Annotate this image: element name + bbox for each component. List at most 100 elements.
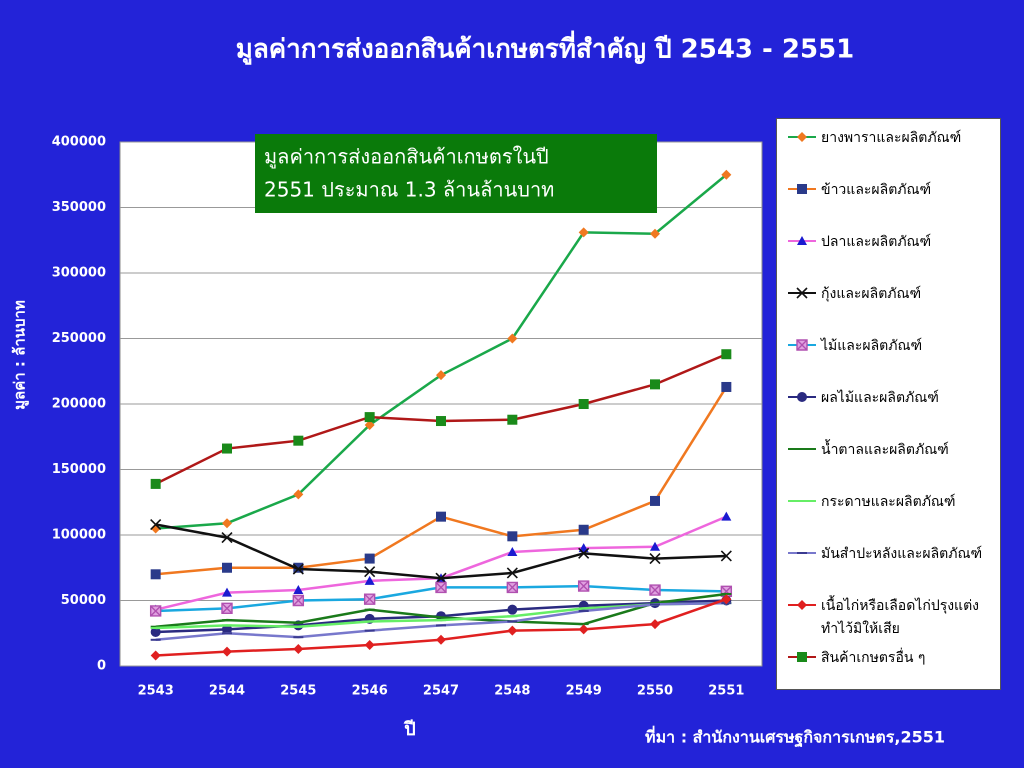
legend-item: กุ้งและผลิตภัณฑ์ bbox=[777, 281, 1000, 333]
marker bbox=[650, 541, 660, 551]
marker bbox=[436, 634, 446, 645]
legend-item: ข้าวและผลิตภัณฑ์ bbox=[777, 177, 1000, 229]
y-tick-label: 150000 bbox=[52, 462, 106, 477]
marker bbox=[364, 412, 375, 423]
series bbox=[150, 381, 732, 580]
legend-swatch bbox=[788, 339, 816, 351]
legend-item: เนื้อไก่หรือเลือดไก่ปรุงแต่งทำไว้มิให้เส… bbox=[777, 593, 1000, 645]
marker bbox=[363, 593, 376, 605]
legend-item: ปลาและผลิตภัณฑ์ bbox=[777, 229, 1000, 281]
marker bbox=[150, 478, 161, 489]
marker bbox=[721, 594, 732, 605]
marker bbox=[506, 581, 519, 594]
marker bbox=[364, 419, 375, 430]
legend: ยางพาราและผลิตภัณฑ์ข้าวและผลิตภัณฑ์ปลาแล… bbox=[776, 118, 1001, 690]
marker bbox=[293, 643, 304, 654]
marker bbox=[292, 563, 304, 575]
marker bbox=[797, 132, 807, 142]
legend-item: น้ำตาลและผลิตภัณฑ์ bbox=[777, 437, 1000, 489]
marker bbox=[436, 416, 446, 427]
y-axis-label: มูลค่า : ล้านบาท bbox=[11, 300, 30, 410]
legend-label: ผลไม้และผลิตภัณฑ์ bbox=[821, 390, 939, 406]
y-tick-label: 250000 bbox=[52, 331, 106, 346]
marker bbox=[796, 287, 808, 299]
legend-swatch bbox=[788, 287, 816, 299]
marker bbox=[364, 640, 375, 651]
marker bbox=[293, 435, 304, 446]
marker bbox=[506, 567, 518, 579]
marker bbox=[222, 624, 232, 635]
y-tick-label: 300000 bbox=[52, 266, 106, 281]
legend-item: กระดาษและผลิตภัณฑ์ bbox=[777, 489, 1000, 541]
annotation: มูลค่าการส่งออกสินค้าเกษตรในปี bbox=[264, 145, 549, 170]
marker bbox=[507, 547, 518, 557]
marker bbox=[649, 584, 661, 596]
series bbox=[150, 594, 732, 661]
series bbox=[149, 580, 733, 617]
legend-label: กระดาษและผลิตภัณฑ์ bbox=[821, 494, 956, 510]
marker bbox=[222, 646, 232, 657]
marker bbox=[222, 587, 232, 597]
marker bbox=[650, 379, 660, 390]
marker bbox=[222, 562, 232, 573]
marker bbox=[721, 511, 732, 521]
marker bbox=[292, 594, 305, 607]
legend-item: มันสำปะหลังและผลิตภัณฑ์ bbox=[777, 541, 1000, 593]
y-tick-label: 50000 bbox=[61, 593, 106, 608]
legend-label: เนื้อไก่หรือเลือดไก่ปรุงแต่งทำไว้มิให้เส… bbox=[821, 598, 980, 637]
series bbox=[150, 169, 732, 534]
marker bbox=[507, 531, 518, 542]
legend-label: ยางพาราและผลิตภัณฑ์ bbox=[821, 130, 962, 146]
legend-label: ปลาและผลิตภัณฑ์ bbox=[821, 234, 932, 250]
marker bbox=[578, 547, 590, 559]
y-tick-label: 0 bbox=[97, 659, 106, 674]
legend-label: ไม้และผลิตภัณฑ์ bbox=[821, 338, 923, 354]
marker bbox=[435, 572, 447, 584]
legend-item: ผลไม้และผลิตภัณฑ์ bbox=[777, 385, 1000, 437]
y-tick-label: 350000 bbox=[52, 200, 106, 215]
legend-swatch bbox=[788, 652, 816, 662]
x-tick-label: 2543 bbox=[138, 684, 174, 699]
lines bbox=[149, 169, 733, 661]
marker bbox=[364, 553, 375, 564]
marker bbox=[507, 625, 518, 636]
marker bbox=[150, 518, 162, 531]
x-tick-label: 2545 bbox=[280, 684, 316, 699]
legend-item: ไม้และผลิตภัณฑ์ bbox=[777, 333, 1000, 385]
x-tick-label: 2549 bbox=[566, 684, 602, 699]
marker bbox=[436, 370, 446, 381]
marker bbox=[507, 333, 518, 344]
marker bbox=[721, 349, 732, 360]
marker bbox=[221, 602, 233, 615]
marker bbox=[578, 524, 589, 535]
x-tick-label: 2548 bbox=[494, 684, 530, 699]
series bbox=[150, 349, 732, 489]
marker bbox=[364, 566, 376, 578]
marker bbox=[507, 604, 518, 615]
marker bbox=[796, 339, 808, 351]
legend-swatch bbox=[788, 236, 816, 245]
marker bbox=[650, 619, 660, 630]
chart-title: มูลค่าการส่งออกสินค้าเกษตรที่สำคัญ ปี 25… bbox=[236, 30, 855, 66]
legend-swatch bbox=[788, 448, 816, 450]
marker bbox=[578, 227, 589, 238]
marker bbox=[797, 236, 807, 245]
marker bbox=[720, 550, 732, 562]
legend-label: สินค้าเกษตรอื่น ๆ bbox=[821, 650, 926, 666]
marker bbox=[578, 399, 589, 409]
marker bbox=[149, 605, 162, 617]
marker bbox=[577, 580, 590, 592]
marker bbox=[222, 443, 232, 454]
legend-item: สินค้าเกษตรอื่น ๆ bbox=[777, 645, 1000, 697]
x-axis-label: ปี bbox=[403, 719, 416, 740]
x-tick-label: 2550 bbox=[637, 684, 673, 699]
legend-swatch bbox=[788, 600, 816, 610]
legend-swatch bbox=[788, 552, 816, 554]
legend-swatch bbox=[788, 184, 816, 194]
marker bbox=[364, 575, 375, 585]
legend-swatch bbox=[788, 132, 816, 142]
legend-swatch bbox=[788, 500, 816, 502]
source: ที่มา : สำนักงานเศรษฐกิจการเกษตร,2551 bbox=[645, 726, 945, 748]
